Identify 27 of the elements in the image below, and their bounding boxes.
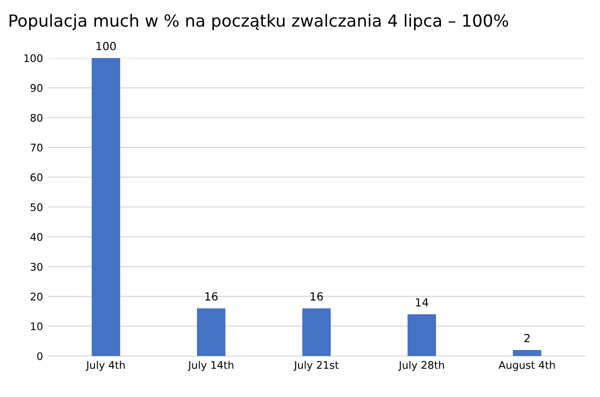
y-tick-label: 60 [30,173,42,182]
bar [408,314,436,356]
bar [92,58,120,356]
bar [512,350,542,356]
x-tick-label: July 28th [398,360,444,371]
bar [196,308,226,356]
x-tick-label: July 21st [294,360,339,371]
y-tick-label: 100 [24,54,42,62]
data-label: 2 [524,334,530,342]
x-tick-label: August 4th [498,360,555,371]
y-tick-label: 50 [30,203,42,212]
y-tick-label: 20 [30,292,42,301]
y-tick-label: 80 [30,114,42,122]
y-tick-label: 40 [30,233,42,241]
data-label: 14 [416,298,428,306]
bar [302,308,331,356]
y-tick-label: 0 [37,352,42,360]
data-label: 16 [205,292,218,301]
x-tick-label: July 14th [188,360,234,371]
y-tick-label: 30 [30,262,42,271]
y-tick-label: 10 [31,322,42,330]
chart-title: Populacja much w % na początku zwalczania 4 lipca – 100% [10,14,508,30]
x-tick-label: July 4th [86,360,125,371]
y-tick-label: 90 [30,84,42,92]
data-label: 100 [96,42,116,50]
y-tick-label: 70 [30,144,42,152]
data-label: 16 [310,292,323,301]
